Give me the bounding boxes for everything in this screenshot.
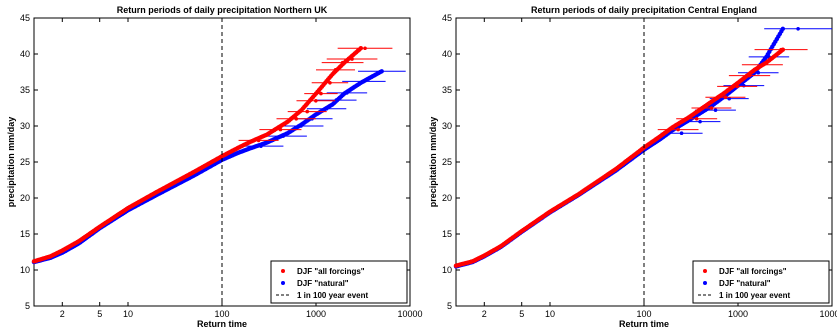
error-bar-center (278, 127, 283, 132)
error-bar-center (299, 124, 303, 128)
error-bar-center (294, 117, 299, 121)
legend-marker-all-forcings (703, 269, 707, 273)
legend-label-all-forcings: DJF "all forcings" (297, 267, 365, 276)
chart-marks (453, 18, 832, 306)
x-tick-label: 10000 (819, 309, 837, 319)
chart-central-england: Return periods of daily precipitation Ce… (428, 5, 837, 329)
error-bar-center (333, 68, 338, 72)
error-bar-center (328, 81, 332, 85)
legend: DJF "all forcings" DJF "natural" 1 in 10… (692, 260, 830, 304)
chart-marks (31, 18, 406, 306)
y-tick-label: 40 (442, 49, 452, 59)
y-tick-label: 30 (20, 121, 30, 131)
legend-marker-natural (281, 281, 285, 285)
error-bar-center (324, 106, 329, 111)
y-tick-label: 45 (442, 13, 452, 23)
x-axis-label: Return time (197, 319, 247, 329)
chart-title: Return periods of daily precipitation No… (117, 5, 328, 15)
y-tick-label: 25 (20, 157, 30, 167)
legend-marker-all-forcings (281, 269, 285, 273)
y-tick-label: 5 (25, 301, 30, 311)
legend-box (692, 260, 830, 304)
y-tick-label: 20 (442, 193, 452, 203)
x-tick-label: 10 (545, 309, 555, 319)
y-tick-label: 30 (442, 121, 452, 131)
error-bar-center (735, 84, 739, 89)
x-tick-label: 100 (636, 309, 651, 319)
x-tick-label: 5 (97, 309, 102, 319)
error-bar-center (698, 119, 702, 124)
legend-label-all-forcings: DJF "all forcings" (719, 267, 787, 276)
legend-label-event-line: 1 in 100 year event (719, 291, 790, 300)
x-tick-label: 10 (123, 309, 133, 319)
error-bar-center (345, 91, 349, 95)
error-bar-center (742, 83, 746, 88)
error-bar-center (256, 138, 261, 143)
y-tick-label: 40 (20, 49, 30, 59)
error-bar-center (319, 91, 323, 96)
error-bar-center (760, 63, 765, 67)
y-tick-label: 10 (442, 265, 452, 275)
x-tick-label: 1000 (728, 309, 748, 319)
legend: DJF "all forcings" DJF "natural" 1 in 10… (270, 260, 408, 304)
y-tick-label: 15 (20, 229, 30, 239)
x-tick-label: 2 (482, 309, 487, 319)
x-tick-label: 2 (60, 309, 65, 319)
legend-label-natural: DJF "natural" (719, 279, 771, 288)
chart-northern-uk: Return periods of daily precipitation No… (6, 5, 423, 329)
error-bar-center (747, 73, 752, 78)
error-bar-center (362, 79, 366, 84)
y-tick-label: 45 (20, 13, 30, 23)
legend-label-natural: DJF "natural" (297, 279, 349, 288)
x-tick-label: 5 (519, 309, 524, 319)
error-bar-center (676, 127, 680, 132)
error-bar-center (756, 70, 761, 75)
legend-marker-natural (703, 281, 707, 285)
y-axis-label: precipitation mm/day (428, 117, 438, 208)
error-bar-center (334, 98, 339, 102)
error-bar-center (779, 47, 783, 52)
error-bar-center (727, 96, 732, 101)
legend-box (270, 260, 408, 304)
x-tick-label: 100 (214, 309, 229, 319)
error-bar-center (259, 144, 263, 148)
legend-label-event-line: 1 in 100 year event (297, 291, 368, 300)
y-tick-label: 15 (442, 229, 452, 239)
y-tick-label: 35 (442, 85, 452, 95)
error-bar-center (340, 60, 345, 65)
error-bar-center (380, 69, 384, 74)
error-bar-center (314, 99, 318, 103)
y-tick-label: 20 (20, 193, 30, 203)
error-bar-center (709, 106, 714, 110)
x-axis-label: Return time (619, 319, 669, 329)
error-bar-center (350, 57, 354, 61)
y-axis-label: precipitation mm/day (6, 117, 16, 208)
error-bar-center (363, 46, 367, 51)
y-tick-label: 25 (442, 157, 452, 167)
y-tick-label: 5 (447, 301, 452, 311)
x-tick-label: 10000 (397, 309, 422, 319)
error-bar-center (723, 95, 728, 99)
y-tick-label: 10 (20, 265, 30, 275)
error-bar-center (281, 134, 285, 138)
error-bar-center (694, 117, 699, 121)
error-bar-center (679, 131, 684, 135)
error-bar-center (713, 108, 718, 112)
error-bar-center (305, 109, 310, 114)
y-tick-label: 35 (20, 85, 30, 95)
chart-title: Return periods of daily precipitation Ce… (531, 5, 757, 15)
error-bar-center (796, 27, 800, 31)
x-tick-label: 1000 (306, 309, 326, 319)
